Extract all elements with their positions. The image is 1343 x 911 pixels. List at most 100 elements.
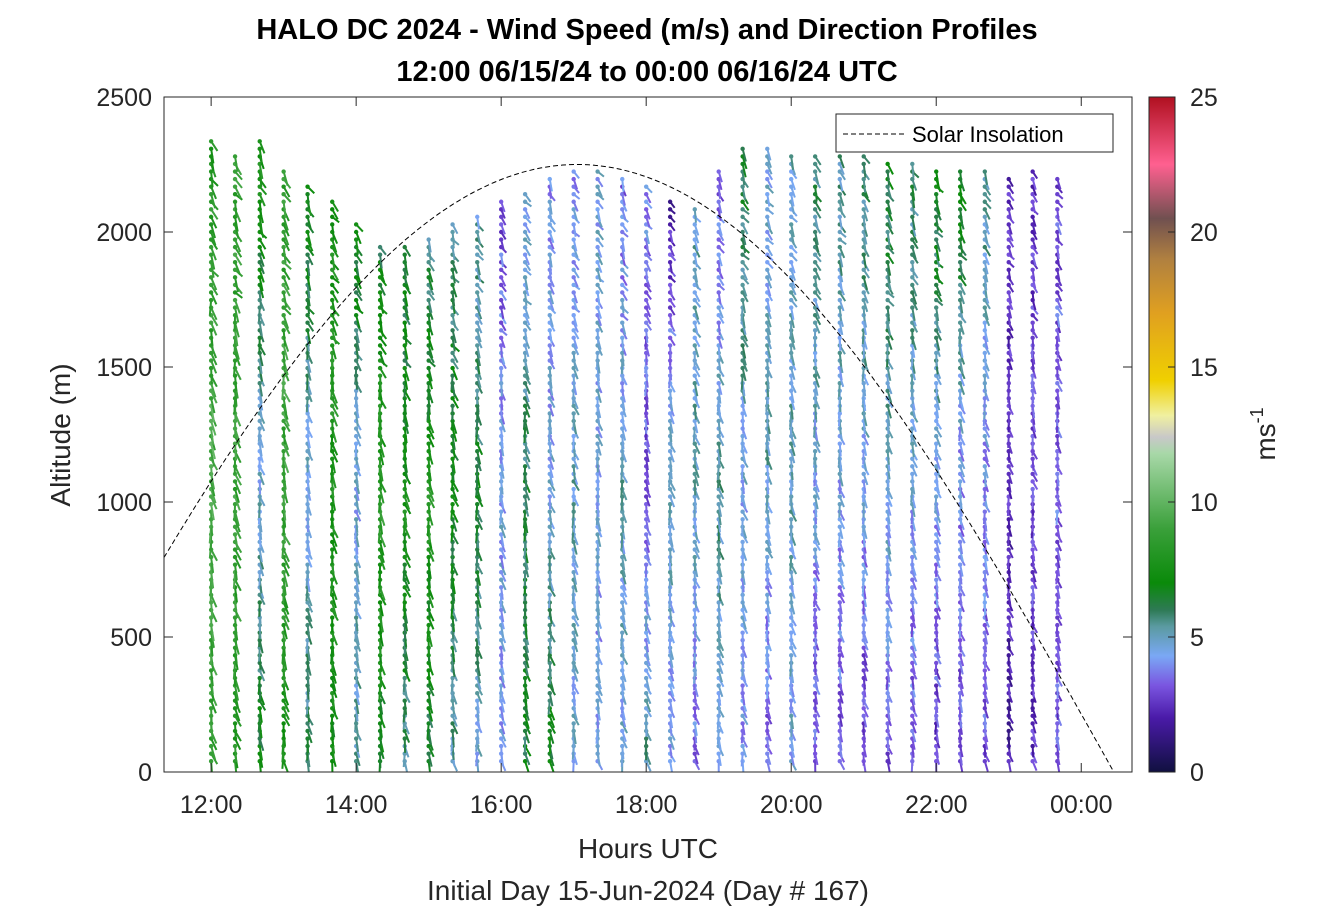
wind-barb bbox=[620, 630, 625, 647]
wind-barb bbox=[1006, 554, 1011, 569]
colorbar-label-unit: ms bbox=[1250, 423, 1281, 460]
wind-barb bbox=[498, 570, 507, 583]
wind-barb bbox=[426, 622, 431, 641]
wind-barb bbox=[1006, 335, 1011, 350]
wind-barb bbox=[498, 721, 506, 735]
wind-barb bbox=[498, 199, 506, 213]
wind-barb bbox=[257, 547, 263, 563]
wind-barb bbox=[547, 509, 553, 526]
wind-barb bbox=[353, 562, 360, 578]
wind-barb bbox=[353, 615, 359, 632]
wind-barb bbox=[982, 759, 989, 772]
wind-barb bbox=[934, 214, 940, 231]
wind-barb bbox=[402, 479, 408, 497]
wind-barb bbox=[498, 222, 506, 235]
wind-barb bbox=[498, 509, 504, 525]
wind-barb bbox=[330, 222, 335, 240]
wind-barb bbox=[547, 441, 552, 457]
wind-barb bbox=[257, 471, 265, 486]
wind-barb bbox=[547, 759, 555, 772]
wind-barb bbox=[232, 547, 242, 561]
wind-barb bbox=[450, 501, 455, 520]
wind-barb bbox=[812, 607, 818, 623]
y-tick-label: 2500 bbox=[96, 84, 152, 112]
wind-barb bbox=[547, 328, 553, 343]
wind-barb bbox=[281, 229, 290, 246]
wind-barb bbox=[475, 328, 482, 343]
wind-barb bbox=[257, 426, 262, 442]
wind-barb bbox=[377, 252, 383, 269]
wind-barb bbox=[281, 721, 286, 739]
y-tick-label: 1000 bbox=[96, 489, 152, 517]
wind-barb bbox=[1006, 683, 1011, 698]
wind-barb bbox=[426, 690, 432, 708]
wind-barb bbox=[765, 645, 770, 661]
wind-barb bbox=[330, 282, 340, 294]
wind-barb bbox=[281, 305, 292, 316]
wind-barb bbox=[232, 184, 242, 199]
wind-barb bbox=[571, 222, 577, 237]
wind-barb bbox=[426, 494, 436, 509]
wind-barb bbox=[571, 350, 576, 367]
wind-barb bbox=[643, 267, 649, 283]
wind-barb bbox=[232, 237, 242, 253]
wind-barb bbox=[522, 237, 532, 246]
wind-barb bbox=[257, 501, 262, 519]
wind-barb bbox=[330, 312, 339, 327]
wind-barb bbox=[232, 479, 242, 495]
wind-barb bbox=[643, 562, 649, 578]
wind-barb bbox=[812, 403, 818, 420]
y-tick-label: 500 bbox=[110, 624, 152, 652]
wind-barb bbox=[450, 638, 458, 653]
wind-barb bbox=[232, 562, 238, 581]
wind-barb bbox=[692, 585, 697, 601]
y-axis-ticks: 0 500 1000 1500 2000 2500 bbox=[96, 84, 1132, 787]
wind-barb bbox=[522, 449, 531, 463]
wind-barb bbox=[450, 403, 455, 421]
wind-barb bbox=[498, 328, 508, 337]
wind-barb bbox=[450, 350, 459, 364]
wind-barb bbox=[305, 418, 310, 435]
wind-barb bbox=[667, 199, 676, 209]
wind-barb bbox=[765, 237, 775, 246]
wind-barb bbox=[305, 554, 313, 568]
x-axis-label: Hours UTC bbox=[578, 833, 718, 864]
wind-barb bbox=[257, 418, 266, 432]
wind-barb bbox=[450, 267, 456, 284]
wind-barb bbox=[330, 290, 339, 304]
wind-barb bbox=[281, 426, 286, 445]
y-axis-label: Altitude (m) bbox=[45, 363, 76, 506]
y-tick-label: 1500 bbox=[96, 354, 152, 382]
wind-barb bbox=[402, 290, 409, 307]
wind-barb bbox=[377, 335, 388, 347]
wind-barb bbox=[232, 441, 238, 461]
wind-barb bbox=[595, 290, 601, 306]
wind-barb bbox=[281, 199, 287, 218]
wind-barb bbox=[232, 706, 241, 722]
wind-barb bbox=[765, 192, 771, 207]
wind-barb bbox=[232, 252, 243, 266]
wind-barb bbox=[353, 328, 360, 344]
x-tick-label: 16:00 bbox=[470, 791, 533, 819]
wind-barb bbox=[522, 751, 531, 766]
wind-barb bbox=[812, 449, 818, 465]
wind-barb bbox=[377, 244, 387, 256]
wind-barb bbox=[498, 214, 507, 226]
wind-barb bbox=[765, 207, 775, 215]
wind-barb bbox=[1030, 630, 1035, 646]
wind-barb bbox=[620, 494, 625, 511]
wind-barb bbox=[450, 328, 457, 344]
wind-barb bbox=[330, 320, 338, 336]
wind-barb bbox=[232, 297, 241, 314]
wind-barb bbox=[1055, 721, 1060, 736]
wind-barb bbox=[257, 320, 263, 337]
wind-barb bbox=[861, 252, 867, 269]
wind-barb bbox=[208, 146, 215, 164]
wind-barb bbox=[281, 615, 290, 631]
wind-barb bbox=[257, 706, 263, 723]
wind-barb bbox=[426, 267, 434, 283]
wind-barb bbox=[402, 320, 408, 338]
wind-barb bbox=[475, 524, 480, 542]
wind-barb bbox=[353, 260, 360, 277]
wind-barb bbox=[232, 154, 239, 172]
